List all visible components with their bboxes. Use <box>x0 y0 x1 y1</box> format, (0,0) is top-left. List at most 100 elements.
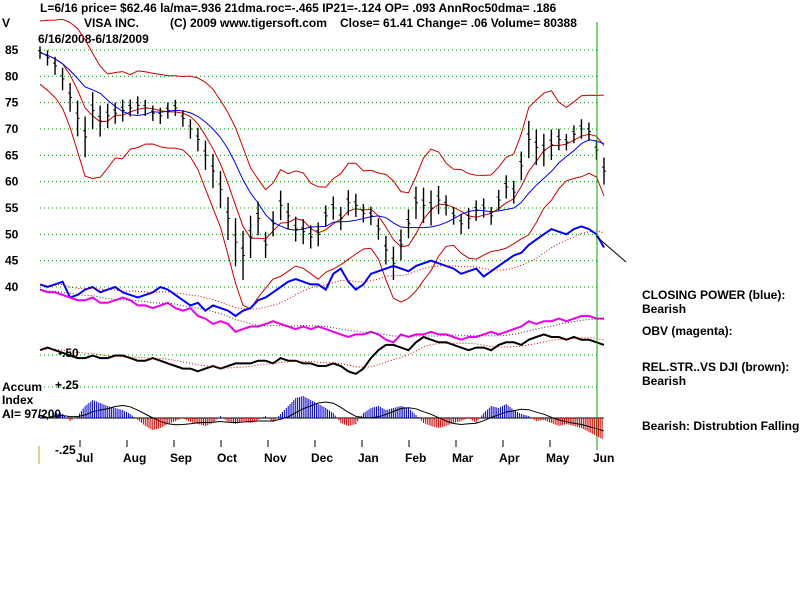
price-bar <box>98 105 103 137</box>
price-bar <box>195 127 200 152</box>
price-bar <box>83 116 88 158</box>
price-bar <box>323 205 328 227</box>
y-tick-label: 40 <box>5 280 19 294</box>
price-bar <box>60 67 65 91</box>
bollinger-bands <box>39 18 605 310</box>
price-bar <box>594 140 599 160</box>
price-bar <box>256 201 261 236</box>
header-stats: L=6/16 price= $62.46 la/ma=.936 21dma.ro… <box>40 1 557 15</box>
price-bars <box>38 46 606 281</box>
header-company: VISA INC. <box>84 16 139 30</box>
x-tick-label: Jul <box>76 451 93 465</box>
price-bar <box>361 204 366 223</box>
upper-band <box>39 18 605 194</box>
price-bar <box>586 122 591 141</box>
accum-title-1: Accum <box>2 380 42 394</box>
price-bar <box>271 211 276 237</box>
price-bar <box>38 46 42 59</box>
x-tick-label: Jan <box>358 451 379 465</box>
price-bar <box>466 208 471 229</box>
accum-title-2: Index <box>2 393 34 407</box>
price-bar <box>579 119 584 139</box>
price-bar <box>135 96 140 115</box>
price-bar <box>541 133 546 167</box>
x-tick-label: Feb <box>405 451 426 465</box>
price-bar <box>406 209 411 239</box>
price-bar <box>301 219 306 245</box>
obv-line <box>39 288 605 344</box>
x-tick-label: Oct <box>217 451 237 465</box>
price-bar <box>489 207 494 225</box>
x-tick-label: Sep <box>170 451 192 465</box>
price-bar <box>391 246 396 281</box>
price-bar <box>556 128 561 151</box>
y-tick-label: 45 <box>5 254 19 268</box>
label-closing-power-state: Bearish <box>642 302 686 316</box>
header-date-range: 6/16/2008-6/18/2009 <box>38 32 149 46</box>
price-bar <box>75 100 80 137</box>
price-bar <box>226 197 230 241</box>
price-bar <box>534 129 539 166</box>
lower-band <box>39 83 605 310</box>
price-bar <box>233 218 238 267</box>
price-bar <box>158 107 163 124</box>
obv-ma <box>39 289 605 337</box>
closing-power-series <box>39 225 605 318</box>
price-bar <box>353 193 358 217</box>
price-bar <box>316 222 321 247</box>
price-bar <box>376 218 381 240</box>
price-bar <box>436 185 441 215</box>
price-bar <box>248 215 253 259</box>
price-bar <box>68 83 73 112</box>
price-bar <box>496 189 501 211</box>
ma21-line <box>39 52 605 248</box>
price-bar <box>571 125 576 144</box>
accum-histogram <box>39 396 605 439</box>
label-accum-state: Bearish: Distrubtion Falling. <box>642 419 800 433</box>
obv-series <box>39 288 604 344</box>
price-bar <box>346 190 351 216</box>
price-bar <box>368 206 373 226</box>
price-bar <box>602 157 606 185</box>
x-tick-label: Mar <box>452 451 474 465</box>
price-bar <box>511 180 516 204</box>
price-bar <box>526 120 531 159</box>
accum-level-plus: +.25 <box>55 378 79 392</box>
y-tick-label: 75 <box>5 96 19 110</box>
price-bar <box>218 171 223 209</box>
price-bar <box>120 99 125 122</box>
price-bar <box>53 56 58 75</box>
label-relstr-state: Bearish <box>642 374 686 388</box>
accum-ai-readout: AI= 97/200 <box>2 407 61 421</box>
relstr-ma <box>39 337 605 369</box>
price-bar <box>150 105 155 121</box>
accum-ma <box>39 401 605 432</box>
price-bar <box>263 231 268 258</box>
price-bar <box>293 216 298 242</box>
relstr-series <box>39 333 605 376</box>
x-tick-label: Dec <box>311 451 333 465</box>
price-bar <box>90 92 95 129</box>
price-bar <box>564 133 569 151</box>
price-bar <box>338 206 343 231</box>
x-tick-label: Jun <box>593 451 614 465</box>
header-symbol: V <box>2 16 10 30</box>
y-tick-label: 80 <box>5 69 19 83</box>
price-bar <box>210 154 215 189</box>
price-bar <box>203 140 208 170</box>
relstr-line <box>39 333 605 376</box>
price-bar <box>429 190 434 226</box>
x-tick-label: Nov <box>264 451 287 465</box>
price-bar <box>414 186 418 219</box>
accum-level-minus: -.25 <box>55 443 76 457</box>
price-bar <box>286 202 291 229</box>
label-closing-power: CLOSING POWER (blue): <box>642 288 785 302</box>
y-tick-label: 60 <box>5 175 19 189</box>
ma50-line <box>39 52 605 231</box>
price-bar <box>278 190 283 221</box>
header-copyright: (C) 2009 www.tigersoft.com <box>170 16 327 30</box>
price-bar <box>444 195 449 216</box>
x-tick-label: Apr <box>499 451 520 465</box>
accum-level-top: -.50 <box>58 346 79 360</box>
